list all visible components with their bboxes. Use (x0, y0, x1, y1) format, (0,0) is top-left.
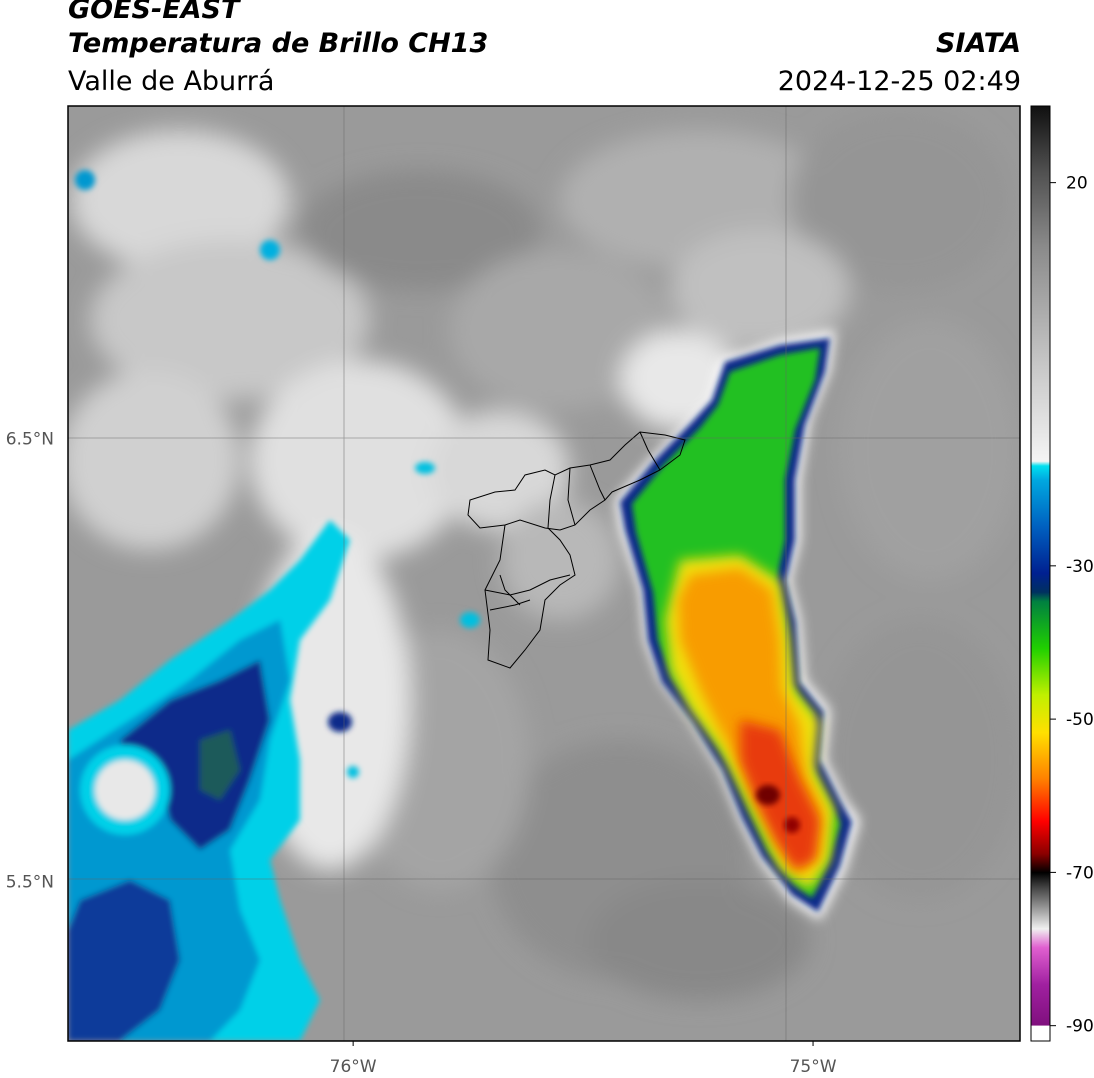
product-title: Temperatura de Brillo CH13 (68, 28, 489, 59)
colorbar (1031, 106, 1050, 1041)
colorbar-tick-label: -90 (1066, 1017, 1094, 1037)
lon-tick-label: 76°W (330, 1057, 377, 1077)
convective-cell-east (615, 330, 860, 920)
lon-tick-label: 75°W (790, 1057, 837, 1077)
longitude-labels: 76°W 75°W (330, 1041, 837, 1077)
colorbar-tick-label: -30 (1066, 557, 1094, 577)
colorbar-tick-label: -70 (1066, 863, 1094, 883)
map-frame (67, 105, 1021, 1042)
datetime-label: 2024-12-25 02:49 (777, 66, 1021, 97)
satellite-title: GOES-EAST (68, 0, 240, 25)
graticule (68, 106, 1020, 1041)
colorbar-tick-label: 20 (1066, 174, 1088, 194)
agency-label: SIATA (935, 28, 1021, 59)
lat-tick-label: 6.5°N (6, 429, 54, 449)
colorbar-ticks: 20 -30 -50 -70 -90 (1050, 174, 1094, 1037)
colorbar-frame (1030, 105, 1051, 1042)
lat-tick-label: 5.5°N (6, 872, 54, 892)
region-subtitle: Valle de Aburrá (68, 66, 275, 97)
latitude-labels: 6.5°N 5.5°N (6, 429, 54, 892)
colorbar-tick-label: -50 (1066, 710, 1094, 730)
cold-cloud-west (68, 170, 480, 1041)
warm-cloud-texture (68, 110, 1020, 1000)
brightness-temperature-field (68, 106, 1020, 1041)
